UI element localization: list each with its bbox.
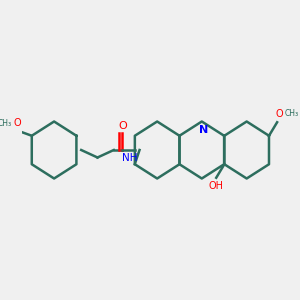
Text: O: O	[13, 118, 21, 128]
Text: N: N	[199, 125, 208, 135]
Text: OH: OH	[209, 181, 224, 191]
Text: CH₃: CH₃	[285, 109, 299, 118]
Text: NH: NH	[122, 153, 138, 163]
Text: CH₃: CH₃	[0, 119, 12, 128]
Text: O: O	[118, 122, 127, 131]
Text: O: O	[276, 109, 283, 119]
